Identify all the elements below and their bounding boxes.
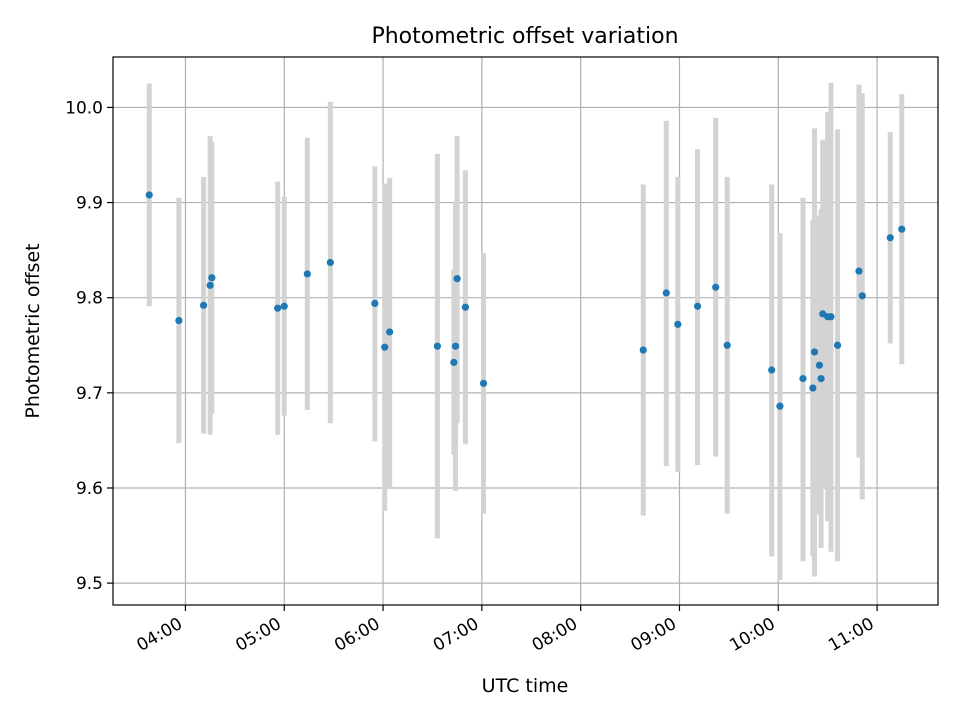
data-point	[381, 343, 389, 351]
data-point	[858, 292, 866, 300]
data-point	[199, 301, 208, 309]
data-point	[274, 304, 282, 312]
y-axis-ticks: 9.5 9.6 9.7 9.8 9.9 10.0	[65, 98, 113, 594]
data-point	[639, 346, 647, 354]
data-point	[768, 366, 776, 374]
y-tick-label: 9.6	[76, 479, 103, 499]
data-point	[451, 342, 460, 350]
data-point	[479, 379, 488, 387]
data-point	[386, 328, 394, 336]
data-point	[693, 302, 702, 310]
y-tick-label: 9.5	[76, 574, 103, 594]
data-point	[799, 374, 807, 383]
data-point	[898, 225, 906, 233]
data-point	[371, 299, 379, 308]
data-point	[776, 402, 784, 410]
y-tick-label: 9.7	[76, 384, 103, 404]
data-point	[886, 234, 894, 242]
data-point	[303, 270, 311, 278]
data-point	[461, 303, 469, 311]
data-point	[450, 358, 458, 366]
data-point	[833, 341, 842, 349]
data-point	[723, 341, 731, 349]
y-tick-label: 9.9	[76, 194, 103, 214]
data-point	[855, 267, 863, 275]
data-point	[809, 384, 817, 392]
plot-area-frame	[112, 56, 939, 606]
data-point	[145, 191, 153, 199]
data-point	[817, 374, 825, 383]
y-tick-label: 9.8	[76, 289, 103, 309]
y-axis-label: Photometric offset	[22, 243, 44, 418]
data-points	[145, 191, 906, 410]
data-point	[662, 289, 670, 297]
data-point	[206, 281, 214, 289]
data-point	[326, 258, 334, 267]
data-point	[433, 342, 442, 350]
data-point	[280, 302, 288, 310]
data-point	[674, 320, 682, 328]
x-axis-label: UTC time	[482, 675, 569, 697]
y-tick-label: 10.0	[65, 98, 103, 118]
data-point	[810, 348, 819, 356]
data-point	[815, 361, 824, 369]
data-point	[175, 316, 183, 325]
chart-title: Photometric offset variation	[371, 24, 678, 49]
data-point	[208, 274, 216, 282]
data-point	[453, 275, 461, 283]
data-point	[712, 283, 720, 291]
data-point	[827, 313, 835, 321]
